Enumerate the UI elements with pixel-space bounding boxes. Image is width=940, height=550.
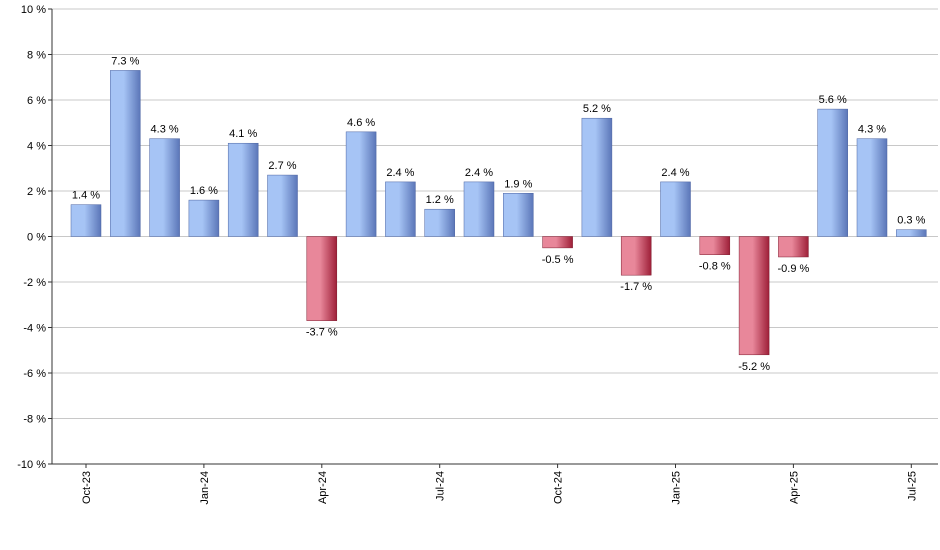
x-tick-label: Oct-24 xyxy=(553,471,565,504)
y-axis-ticks: 10 % 8 % 6 % 4 % 2 % 0 % -2 % -4 % -6 % -8 % -10 % xyxy=(17,4,52,471)
data-label-may-25: 5.6 % xyxy=(819,94,847,106)
data-label-may-24: 4.6 % xyxy=(347,117,375,129)
y-tick-label: -4 % xyxy=(23,323,46,335)
data-label-mar-25: -5.2 % xyxy=(738,361,770,373)
x-tick-label: Jul-24 xyxy=(435,471,447,501)
data-label-jan-24: 1.6 % xyxy=(190,185,218,197)
bar-nov-24 xyxy=(581,117,613,237)
bar-jul-25 xyxy=(896,229,927,237)
data-label-jun-25: 4.3 % xyxy=(858,124,886,136)
bar-sep-24 xyxy=(503,193,534,237)
y-tick-label: -6 % xyxy=(23,368,46,380)
x-tick-label: Oct-23 xyxy=(81,471,93,504)
bars xyxy=(70,70,927,356)
bar-may-24 xyxy=(345,131,377,237)
y-tick-label: 4 % xyxy=(27,141,46,153)
bar-oct-24 xyxy=(542,236,573,249)
y-tick-label: -8 % xyxy=(23,414,46,426)
bar-jun-25 xyxy=(856,138,888,237)
data-label-jul-25: 0.3 % xyxy=(897,215,925,227)
bar-jun-24 xyxy=(385,181,416,237)
y-tick-label: 10 % xyxy=(21,4,46,16)
y-tick-label: -10 % xyxy=(17,459,46,471)
data-label-jul-24: 1.2 % xyxy=(426,194,454,206)
bar-may-25 xyxy=(817,108,848,237)
x-tick-label: Jan-24 xyxy=(199,471,211,505)
data-label-dec-23: 4.3 % xyxy=(151,124,179,136)
data-label-apr-25: -0.9 % xyxy=(778,263,810,275)
bar-mar-25 xyxy=(738,236,770,356)
y-tick-label: 8 % xyxy=(27,50,46,62)
bar-jan-25 xyxy=(660,181,691,237)
x-tick-label: Jan-25 xyxy=(671,471,683,505)
data-label-aug-24: 2.4 % xyxy=(465,167,493,179)
bar-oct-23 xyxy=(70,204,102,237)
bar-aug-24 xyxy=(463,181,495,237)
y-tick-label: 6 % xyxy=(27,95,46,107)
bar-nov-23 xyxy=(110,70,141,237)
data-label-nov-23: 7.3 % xyxy=(111,55,139,67)
data-label-feb-25: -0.8 % xyxy=(699,261,731,273)
data-label-mar-24: 2.7 % xyxy=(268,160,296,172)
x-tick-label: Jul-25 xyxy=(906,471,918,501)
bar-dec-24 xyxy=(620,236,652,276)
bar-mar-24 xyxy=(267,174,298,237)
x-tick-label: Apr-24 xyxy=(317,471,329,504)
data-label-oct-23: 1.4 % xyxy=(72,190,100,202)
data-label-dec-24: -1.7 % xyxy=(620,281,652,293)
x-axis-ticks: Oct-23 Jan-24 Apr-24 Jul-24 Oct-24 Jan-25 Apr-… xyxy=(81,464,918,505)
bar-jul-24 xyxy=(424,208,455,237)
y-tick-label: 2 % xyxy=(27,186,46,198)
data-label-sep-24: 1.9 % xyxy=(504,178,532,190)
x-tick-label: Apr-25 xyxy=(788,471,800,504)
data-label-jun-24: 2.4 % xyxy=(386,167,414,179)
bar-jan-24 xyxy=(188,199,220,237)
bar-apr-25 xyxy=(778,236,809,258)
y-tick-label: 0 % xyxy=(27,232,46,244)
bar-feb-25 xyxy=(699,236,731,255)
data-labels: 1.4 % 7.3 % 4.3 % 1.6 % 4.1 % 2.7 % -3.7 % 4.6 … xyxy=(72,55,926,372)
data-label-feb-24: 4.1 % xyxy=(229,128,257,140)
data-label-nov-24: 5.2 % xyxy=(583,103,611,115)
y-tick-label: -2 % xyxy=(23,277,46,289)
bar-feb-24 xyxy=(227,142,259,237)
data-label-jan-25: 2.4 % xyxy=(661,167,689,179)
bar-apr-24 xyxy=(306,236,338,321)
data-label-apr-24: -3.7 % xyxy=(306,327,338,339)
data-label-oct-24: -0.5 % xyxy=(542,254,574,266)
bar-dec-23 xyxy=(149,138,180,237)
